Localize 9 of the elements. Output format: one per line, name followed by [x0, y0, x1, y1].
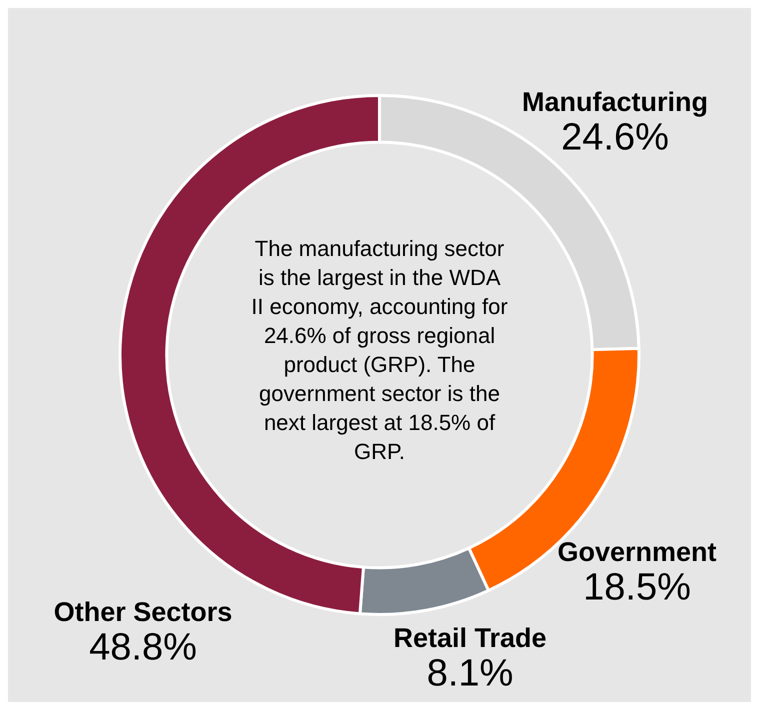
slice-label: Government [557, 536, 717, 567]
slice-label: Other Sectors [54, 596, 232, 627]
data-label: 24.6% [561, 116, 669, 158]
data-label: 8.1% [426, 652, 514, 694]
data-label: 48.8% [89, 626, 197, 668]
slice-label: Manufacturing [522, 86, 708, 117]
slice-label: Retail Trade [393, 622, 547, 653]
text: The manufacturing sector is the largest in the WDA II economy, accounting for 24.6% of gross regional product (GRP). The government sector is the next largest at 18.5% of GRP. [251, 236, 508, 464]
data-label: 18.5% [583, 566, 691, 608]
